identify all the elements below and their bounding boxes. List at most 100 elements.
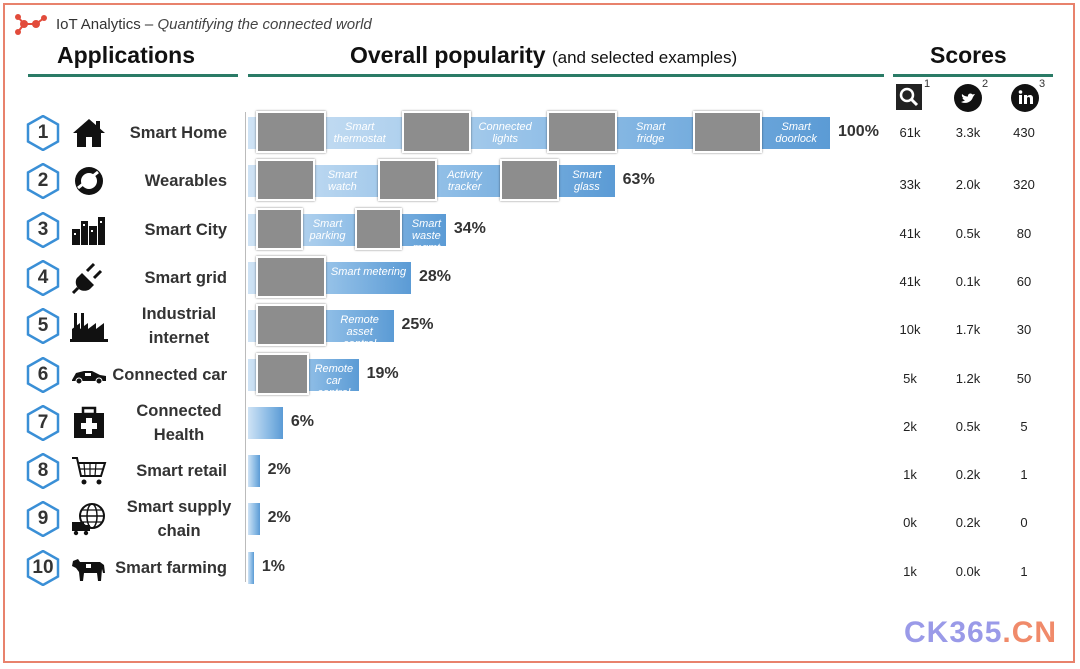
brand-text: IoT Analytics – Quantifying the connecte…	[56, 16, 372, 33]
search-icon-footnote: 1	[924, 78, 931, 90]
example-label: Smart thermostat	[333, 121, 386, 145]
brand-header: IoT Analytics – Quantifying the connecte…	[14, 10, 372, 38]
rank-number: 5	[37, 315, 49, 337]
example-thumbnail	[500, 159, 560, 202]
example-thumbnail	[378, 159, 437, 202]
rank-badge: 4	[25, 259, 61, 297]
value-label: 25%	[401, 316, 434, 334]
twitter-icon-footnote: 2	[982, 78, 989, 90]
value-label: 1%	[261, 557, 285, 575]
rank-badge: 3	[25, 211, 61, 249]
example-thumbnail	[256, 304, 326, 347]
score-search: 61k	[899, 125, 921, 140]
app-label: Smart farming	[115, 558, 227, 577]
brand-name: IoT Analytics	[56, 15, 141, 33]
brand-logo-icon	[15, 14, 47, 35]
scores-rule	[893, 74, 1053, 77]
example-thumbnail	[256, 207, 304, 250]
figure-frame	[3, 3, 1075, 663]
rank-badge: 10	[25, 549, 61, 587]
score-search: 41k	[899, 273, 921, 289]
score-linkedin: 320	[1013, 177, 1035, 193]
rank-badge: 5	[25, 307, 61, 345]
score-linkedin: 430	[1013, 125, 1035, 140]
rank-badge: 8	[25, 452, 61, 490]
popularity-rule	[248, 74, 884, 77]
house-icon	[70, 116, 108, 150]
app-label: Connected Health	[136, 401, 222, 444]
bar	[248, 503, 260, 536]
example-label: Smart waste mgmt	[411, 217, 442, 254]
app-label: Smart retail	[136, 462, 227, 481]
rank-number: 1	[37, 122, 49, 143]
applications-rule	[28, 74, 238, 77]
rank-number: 10	[32, 556, 54, 578]
example-label: Remote asset control	[340, 314, 379, 351]
value-label: 100%	[838, 123, 879, 140]
bar	[248, 406, 283, 439]
score-linkedin: 30	[1016, 322, 1032, 338]
app-label: Smart grid	[144, 268, 227, 287]
popularity-header: Overall popularity (and selected example…	[350, 42, 737, 69]
score-linkedin: 50	[1016, 370, 1032, 386]
example-thumbnail	[547, 111, 617, 153]
globe-truck-icon	[70, 502, 108, 536]
value-label: 2%	[267, 461, 291, 479]
chart-axis-line	[245, 112, 246, 582]
example-label: Smart doorlock	[775, 121, 817, 145]
search-icon: 1	[896, 78, 930, 112]
power-plug-icon	[70, 261, 108, 295]
linkedin-icon-footnote: 3	[1039, 78, 1046, 90]
example-thumbnail	[692, 111, 763, 153]
example-thumbnail	[256, 352, 310, 395]
score-twitter: 0.5k	[955, 225, 981, 241]
score-search: 41k	[899, 225, 921, 241]
popularity-subtitle: (and selected examples)	[551, 48, 738, 67]
score-twitter: 0.0k	[955, 563, 981, 579]
score-twitter: 3.3k	[955, 125, 981, 140]
rank-badge: 1	[25, 114, 61, 152]
score-linkedin: 5	[1020, 418, 1028, 434]
twitter-icon: 2	[954, 78, 988, 112]
app-label: Connected car	[112, 365, 227, 384]
score-twitter: 0.5k	[955, 418, 981, 434]
bar	[248, 455, 260, 488]
car-icon	[70, 358, 108, 392]
example-thumbnail	[256, 159, 315, 202]
watermark: CK365.CN	[904, 616, 1057, 650]
bar	[248, 551, 254, 584]
factory-icon	[70, 309, 108, 343]
value-label: 34%	[453, 219, 486, 237]
value-label: 63%	[622, 171, 655, 189]
popularity-title: Overall popularity	[350, 42, 546, 68]
example-label: Smart metering	[330, 265, 407, 278]
score-linkedin: 80	[1016, 225, 1032, 241]
example-label: Smart parking	[309, 217, 346, 242]
score-linkedin: 1	[1020, 563, 1028, 579]
value-label: 2%	[267, 509, 291, 527]
brand-tagline: Quantifying the connected world	[157, 15, 372, 33]
app-label: Smart supply chain	[126, 498, 232, 541]
rank-badge: 2	[25, 162, 61, 200]
city-skyline-icon	[70, 213, 108, 247]
rank-number: 3	[37, 218, 49, 240]
score-linkedin: 60	[1016, 273, 1032, 289]
watermark-part2: .CN	[1002, 616, 1058, 649]
score-search: 0k	[903, 515, 917, 531]
example-label: Smart fridge	[635, 121, 666, 145]
linkedin-icon: 3	[1011, 78, 1045, 112]
rank-number: 4	[37, 266, 49, 288]
score-search: 33k	[899, 177, 921, 193]
app-label: Smart Home	[129, 124, 227, 142]
rank-badge: 6	[25, 356, 61, 393]
example-label: Activity tracker	[447, 169, 483, 194]
score-search: 2k	[903, 418, 917, 434]
wearable-ring-icon	[70, 164, 108, 198]
app-label: Wearables	[144, 172, 227, 191]
score-linkedin: 1	[1020, 467, 1028, 483]
rank-number: 8	[37, 460, 49, 482]
example-thumbnail	[354, 207, 403, 250]
example-label: Remote car control	[314, 362, 354, 399]
cow-icon	[70, 551, 108, 585]
